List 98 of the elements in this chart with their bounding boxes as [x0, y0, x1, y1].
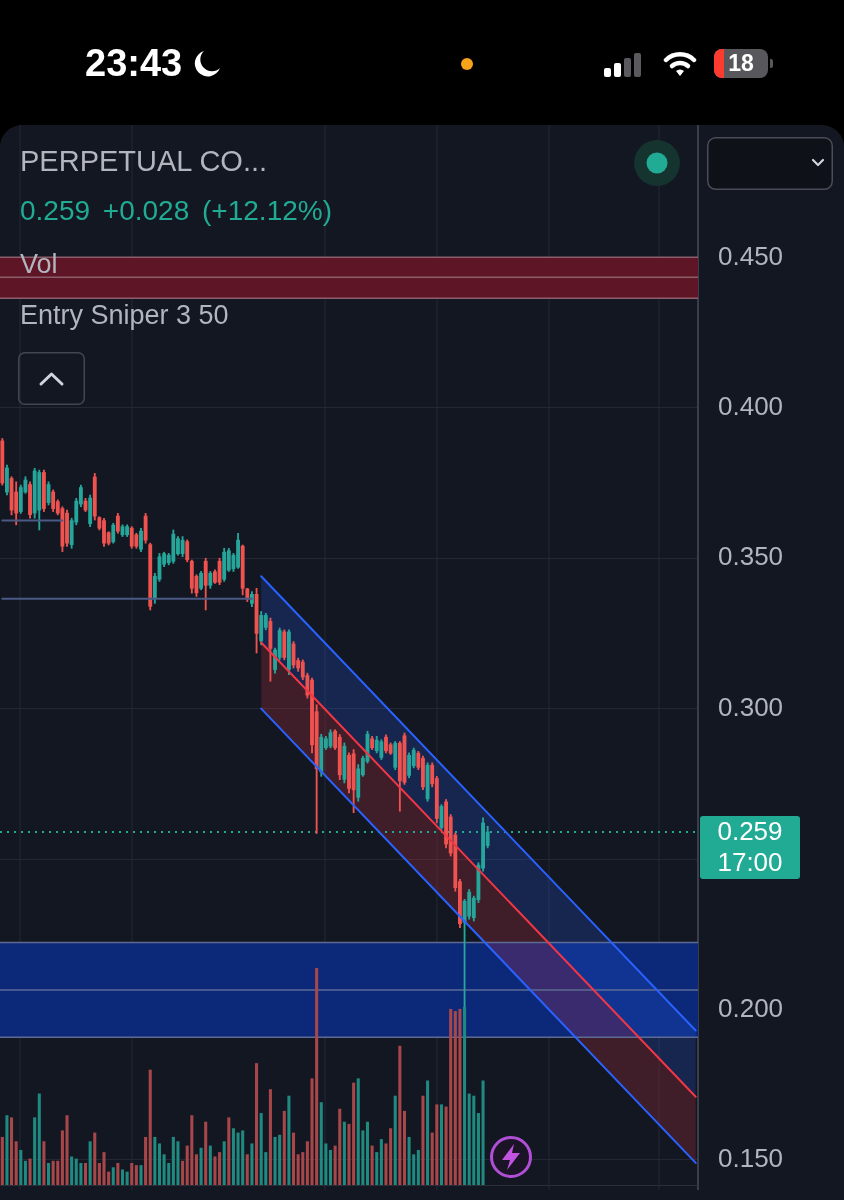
bar: [111, 1167, 115, 1185]
bar: [5, 1115, 9, 1185]
bar: [370, 1145, 374, 1185]
bar: [102, 1152, 106, 1185]
bar: [10, 1117, 14, 1185]
text: PERPETUAL CO...: [20, 145, 268, 177]
bar: [255, 1063, 259, 1185]
bar: [33, 1117, 37, 1185]
bar: [398, 1045, 402, 1185]
bar: [199, 1147, 203, 1185]
text: 17:00: [717, 847, 783, 878]
bar: [245, 1154, 249, 1185]
bar: [328, 1149, 333, 1185]
y-tick-label: 0.400: [718, 390, 784, 421]
ref-line-label: 0.259: [717, 816, 783, 847]
bar: [83, 1162, 88, 1185]
bar: [88, 1141, 92, 1185]
bar: [476, 1113, 480, 1185]
bar: [47, 1162, 51, 1185]
bar: [296, 1154, 300, 1185]
bar: [0, 1136, 4, 1185]
bar: [259, 1113, 263, 1185]
bar: [268, 1089, 272, 1185]
bar: [42, 1141, 46, 1185]
bar: [435, 1104, 439, 1185]
bar: [181, 1160, 185, 1185]
bar: [162, 1154, 166, 1185]
bar: [176, 1141, 180, 1185]
bar: [139, 1165, 143, 1185]
bar: [134, 1165, 138, 1185]
bar: [250, 1143, 254, 1185]
y-tick-label: 0.300: [718, 691, 784, 722]
bar: [278, 1134, 282, 1185]
bar: [65, 1115, 69, 1185]
bar: [416, 1149, 420, 1185]
bar: [342, 1121, 346, 1185]
bar: [481, 1080, 485, 1185]
bar: [236, 1132, 240, 1185]
bar: [190, 1115, 194, 1185]
bar: [421, 1095, 425, 1185]
bar: [204, 1121, 208, 1185]
bar: [472, 1095, 476, 1185]
bar: [439, 1104, 443, 1185]
chart-title: Vol: [20, 249, 58, 279]
bar: [74, 1158, 78, 1185]
bar: [287, 1095, 291, 1185]
bar: [453, 1011, 457, 1185]
bar: [301, 1152, 305, 1185]
bar: [227, 1117, 231, 1185]
y-tick-label: 0.200: [718, 992, 784, 1023]
bar: [28, 1158, 32, 1185]
bar: [241, 1130, 245, 1185]
bar: [218, 1152, 222, 1185]
bar: [375, 1152, 379, 1185]
bar: [19, 1149, 23, 1185]
bar: [144, 1136, 148, 1185]
bar: [130, 1162, 134, 1185]
bar: [402, 1110, 406, 1185]
bar: [356, 1078, 360, 1185]
bar: [319, 1102, 323, 1185]
bar: [120, 1169, 125, 1185]
annotation: Entry Sniper 3 50: [20, 300, 229, 330]
bar: [14, 1141, 18, 1185]
bar: [379, 1139, 383, 1185]
bar: [51, 1160, 55, 1185]
bar: [148, 1069, 152, 1185]
bar: [222, 1141, 226, 1185]
bar: [208, 1145, 212, 1185]
bar: [153, 1136, 157, 1185]
y-tick-label: 0.150: [718, 1143, 784, 1174]
bar: [365, 1121, 370, 1185]
bar: [426, 1080, 430, 1185]
bar: [458, 1008, 462, 1185]
y-tick-label: 0.450: [718, 240, 784, 271]
bar: [93, 1132, 97, 1185]
bar: [407, 1136, 411, 1185]
bar: [231, 1128, 235, 1185]
text: 23:43: [85, 42, 183, 84]
bar: [194, 1154, 198, 1185]
bar: [23, 1160, 27, 1185]
bar: [79, 1162, 83, 1185]
bar: [273, 1136, 277, 1185]
bar: [116, 1162, 120, 1185]
bar: [213, 1156, 217, 1185]
bar: [292, 1132, 296, 1185]
bar: [338, 1108, 342, 1185]
bar: [70, 1156, 74, 1185]
bar: [282, 1110, 286, 1185]
bar: [449, 1008, 453, 1185]
bar: [171, 1136, 175, 1185]
bar: [125, 1171, 129, 1185]
bar: [393, 1095, 397, 1185]
bar: [467, 1093, 471, 1185]
bar: [157, 1143, 162, 1185]
bar: [37, 1093, 41, 1185]
bar: [56, 1160, 60, 1185]
text: 0.259 +0.028 (+12.12%): [20, 195, 333, 226]
y-tick-label: 0.350: [718, 541, 784, 572]
